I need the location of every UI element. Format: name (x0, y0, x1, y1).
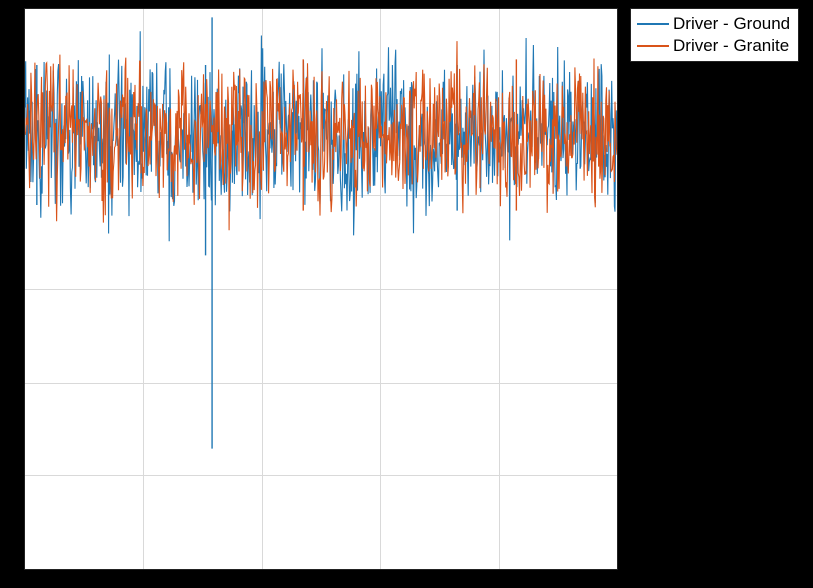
chart-legend: Driver - Ground Driver - Granite (630, 8, 799, 62)
legend-swatch-1 (637, 45, 669, 47)
legend-swatch-0 (637, 23, 669, 25)
chart-svg (25, 9, 617, 569)
legend-item: Driver - Ground (637, 13, 790, 35)
legend-item: Driver - Granite (637, 35, 790, 57)
legend-label: Driver - Granite (673, 36, 789, 56)
legend-label: Driver - Ground (673, 14, 790, 34)
chart-plot-area (24, 8, 618, 570)
